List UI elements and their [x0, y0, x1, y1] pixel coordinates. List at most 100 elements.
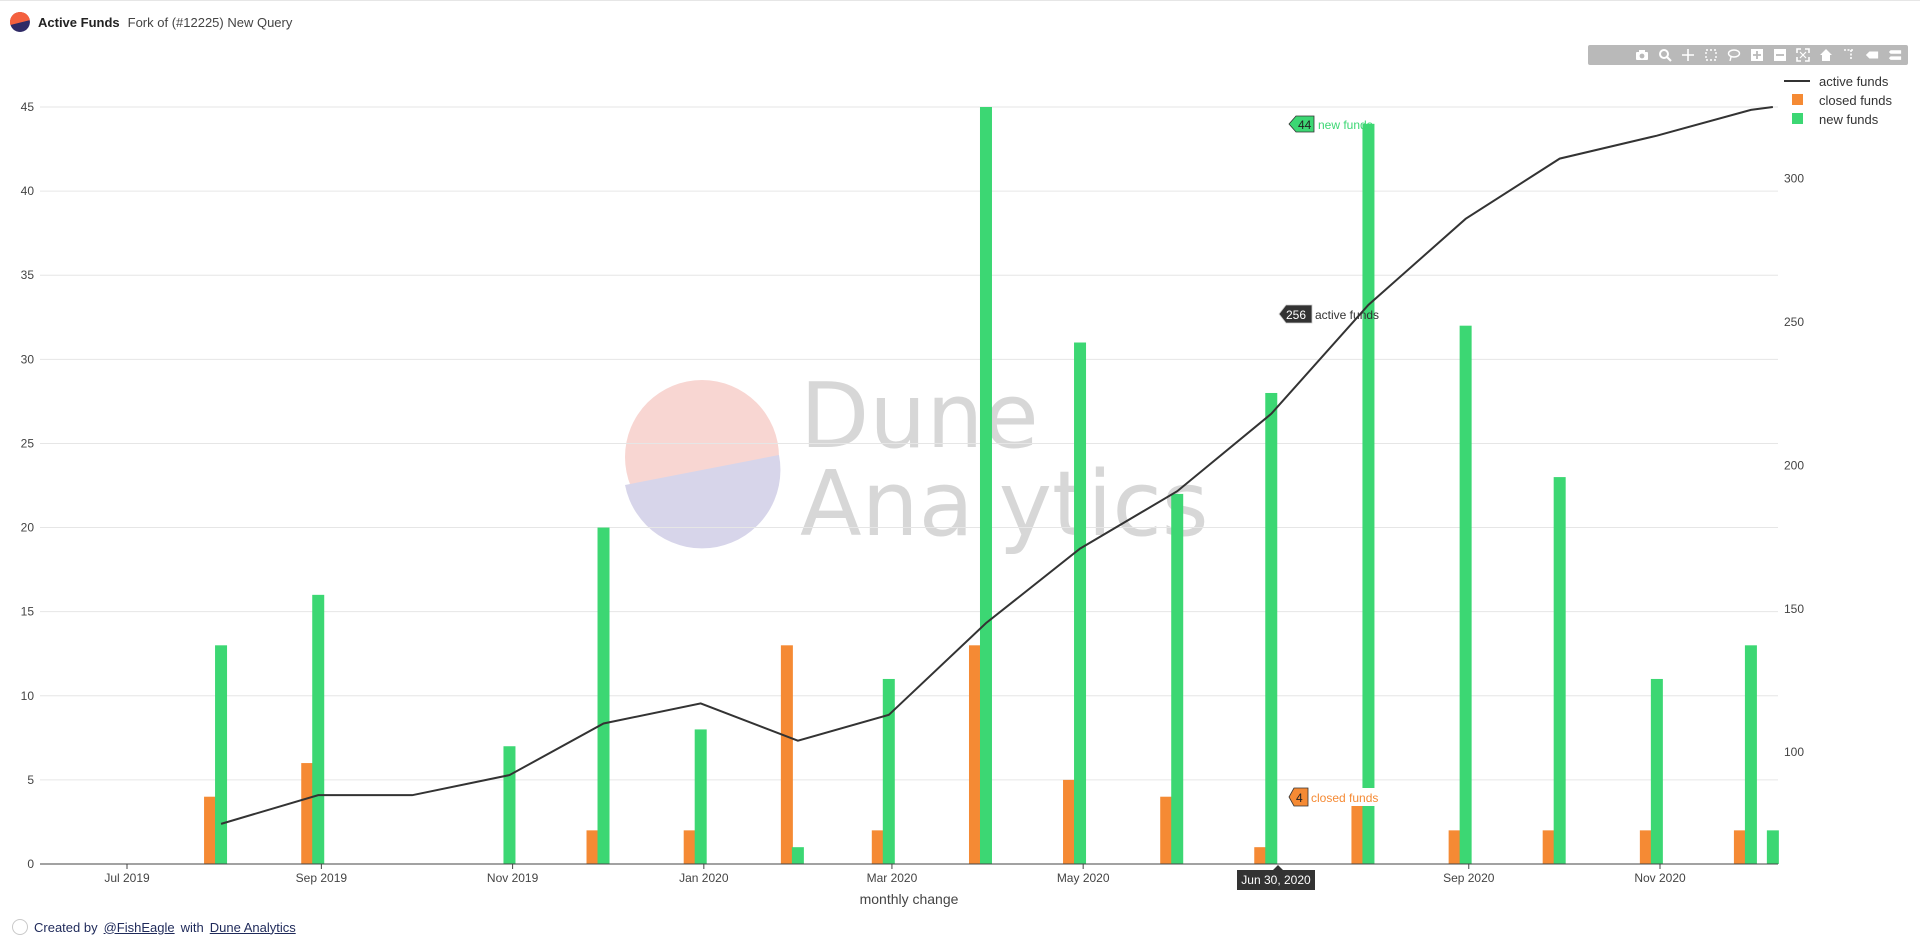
bar-closed-funds: [780, 645, 793, 864]
bar-closed-funds: [301, 763, 314, 864]
bar-new-funds: [503, 746, 516, 864]
top-border: [0, 0, 1920, 1]
pan-icon[interactable]: [1681, 48, 1695, 62]
bar-closed-funds: [1733, 830, 1746, 864]
y-tick-label: 15: [21, 605, 35, 619]
bar-new-funds: [979, 107, 992, 864]
bar-new-funds: [215, 645, 228, 864]
bar-closed-funds: [1351, 796, 1364, 864]
spike-lines-icon[interactable]: [1842, 48, 1856, 62]
hover-date-label: Jun 30, 2020: [1241, 873, 1311, 887]
x-tick-label: May 2020: [1057, 871, 1110, 885]
chart-modebar: [1588, 45, 1908, 65]
bar-new-funds: [1766, 830, 1779, 864]
footer: Created by @FishEagle with Dune Analytic…: [12, 919, 296, 935]
zoom-out-icon[interactable]: [1773, 48, 1787, 62]
dune-analytics-watermark: Dune Analytics: [625, 364, 1209, 557]
autoscale-icon[interactable]: [1796, 48, 1810, 62]
x-axis-title: monthly change: [860, 891, 959, 907]
bar-new-funds: [1074, 342, 1087, 864]
y-tick-label: 10: [21, 689, 35, 703]
bar-new-funds: [1650, 678, 1663, 864]
footer-prefix: Created by: [34, 919, 98, 935]
y2-tick-label: 150: [1784, 602, 1804, 616]
dune-analytics-link[interactable]: Dune Analytics: [209, 919, 296, 935]
line-active-funds: [220, 106, 1773, 825]
hover-new-label: new funds: [1318, 118, 1373, 132]
y-axis-ticks: 0 5 10 15 20 25 30 35 40 45: [21, 100, 35, 871]
bar-new-funds: [882, 678, 895, 864]
box-select-icon[interactable]: [1704, 48, 1718, 62]
hover-closed-label: closed funds: [1311, 791, 1378, 805]
watermark-line2: Analytics: [800, 452, 1209, 557]
bar-closed-funds: [1639, 830, 1652, 864]
bar-closed-funds: [1542, 830, 1555, 864]
x-tick-label: Jan 2020: [679, 871, 729, 885]
bar-closed-funds: [1254, 847, 1267, 864]
query-title[interactable]: Fork of (#12225) New Query: [127, 14, 293, 30]
legend-item-new[interactable]: new funds: [1792, 112, 1879, 127]
bar-closed-funds: [1063, 779, 1076, 864]
legend-label-new: new funds: [1819, 112, 1879, 127]
legend-item-closed[interactable]: closed funds: [1792, 93, 1892, 108]
home-icon[interactable]: [1819, 48, 1833, 62]
hover-labels: 44 new funds 256 active funds 4 closed f…: [1237, 115, 1385, 890]
bar-new-funds: [1362, 123, 1375, 865]
bar-new-funds: [312, 594, 325, 864]
hover-closed-funds: 4 closed funds: [1288, 787, 1385, 807]
hover-compare-icon[interactable]: [1888, 48, 1902, 62]
dashboard-title[interactable]: Active Funds: [38, 14, 120, 30]
bar-closed-funds: [1160, 796, 1173, 864]
bar-new-funds: [1459, 325, 1472, 864]
x-tick-label: Jul 2019: [104, 871, 150, 885]
legend-label-active: active funds: [1819, 74, 1889, 89]
zoom-icon[interactable]: [1658, 48, 1672, 62]
footer-with: with: [180, 919, 204, 935]
x-tick-label: Mar 2020: [867, 871, 918, 885]
y-tick-label: 5: [27, 773, 34, 787]
bar-closed-funds: [871, 830, 884, 864]
bar-closed-funds: [586, 830, 599, 864]
hover-new-value: 44: [1298, 118, 1312, 132]
query-header: Active Funds Fork of (#12225) New Query: [10, 12, 292, 32]
y-gridlines: [40, 106, 1778, 781]
zoom-in-icon[interactable]: [1750, 48, 1764, 62]
y-tick-label: 45: [21, 100, 35, 114]
author-link[interactable]: @FishEagle: [103, 919, 175, 935]
hover-active-funds: 256 active funds: [1278, 304, 1379, 324]
y-tick-label: 40: [21, 184, 35, 198]
y2-tick-label: 300: [1784, 172, 1804, 186]
legend-item-active[interactable]: active funds: [1784, 74, 1889, 89]
x-tick-label: Sep 2019: [296, 871, 348, 885]
y2-axis-ticks: 100 150 200 250 300: [1784, 172, 1804, 759]
y-tick-label: 25: [21, 436, 35, 450]
bar-new-funds: [1553, 477, 1566, 864]
x-tick-label: Sep 2020: [1443, 871, 1495, 885]
legend: active funds closed funds new funds: [1784, 74, 1892, 127]
line-layer: [220, 106, 1773, 825]
y-tick-label: 0: [27, 857, 34, 871]
lasso-icon[interactable]: [1727, 48, 1741, 62]
hover-closest-icon[interactable]: [1865, 48, 1879, 62]
bar-new-funds: [694, 729, 707, 864]
bar-closed-funds: [1448, 830, 1461, 864]
watermark-line1: Dune: [800, 364, 1039, 469]
camera-icon[interactable]: [1635, 48, 1649, 62]
hover-closed-value: 4: [1296, 791, 1303, 805]
dune-logo-icon: [10, 12, 30, 32]
y2-tick-label: 200: [1784, 458, 1804, 472]
bar-closed-funds: [204, 796, 217, 864]
bar-new-funds: [1265, 392, 1278, 864]
bar-new-funds: [1171, 493, 1184, 864]
y-tick-label: 35: [21, 268, 35, 282]
y2-tick-label: 250: [1784, 315, 1804, 329]
bar-closed-funds: [683, 830, 696, 864]
y-tick-label: 30: [21, 352, 35, 366]
x-tick-label: Nov 2020: [1634, 871, 1686, 885]
hover-active-value: 256: [1286, 308, 1306, 322]
hover-active-label: active funds: [1315, 308, 1379, 322]
globe-icon: [12, 919, 28, 935]
legend-label-closed: closed funds: [1819, 93, 1892, 108]
bar-new-funds: [597, 527, 610, 864]
